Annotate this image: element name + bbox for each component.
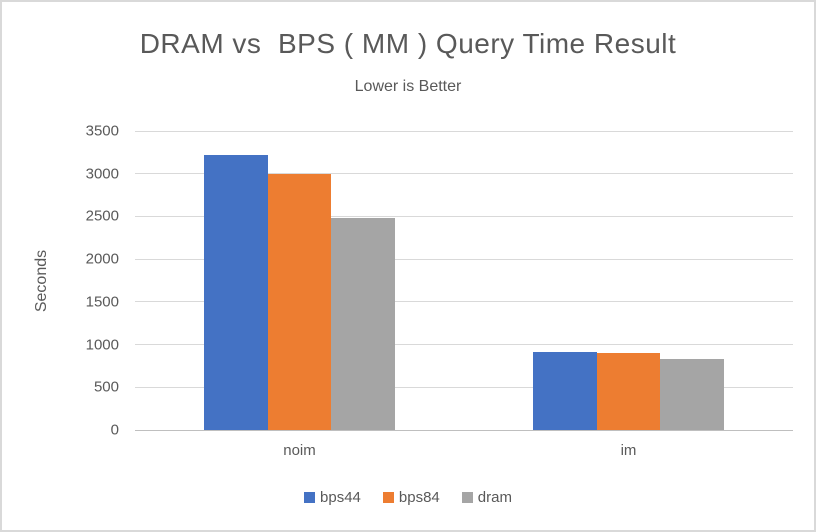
bar-bps84-im (596, 352, 661, 430)
legend-label: bps84 (398, 489, 440, 506)
legend-swatch-icon (304, 492, 316, 503)
gridline (135, 301, 793, 303)
legend-swatch-icon (461, 492, 473, 503)
legend-item-dram: dram (461, 489, 512, 506)
x-axis-line (135, 429, 793, 431)
y-tick-label: 1500 (85, 293, 119, 311)
y-axis-title: Seconds (32, 131, 52, 430)
legend: bps44 bps84 dram (2, 489, 814, 506)
y-tick-label: 500 (93, 378, 119, 396)
gridline (135, 386, 793, 388)
bar-bps84-noim (267, 173, 332, 430)
x-category-label: im (620, 442, 637, 459)
legend-label: dram (477, 489, 512, 506)
y-tick-label: 3500 (85, 122, 119, 140)
legend-item-bps84: bps84 (382, 489, 440, 506)
y-tick-label: 1000 (85, 336, 119, 354)
gridline (135, 173, 793, 175)
y-tick-label: 2000 (85, 250, 119, 268)
y-tick-label: 2500 (85, 207, 119, 225)
bar-bps44-im (533, 351, 597, 430)
x-category-label: noim (283, 442, 316, 459)
bar-dram-noim (331, 218, 395, 430)
legend-label: bps44 (320, 489, 361, 506)
gridline (135, 258, 793, 260)
legend-swatch-icon (382, 492, 394, 503)
y-tick-label: 0 (110, 421, 119, 439)
y-axis-title-text: Seconds (33, 249, 51, 312)
bar-bps44-noim (204, 154, 268, 430)
legend-item-bps44: bps44 (304, 489, 361, 506)
plot-area: 0 500 1000 1500 2000 2500 3000 3500 noim im (86, 123, 793, 459)
bar-dram-im (660, 358, 724, 430)
gridline (135, 344, 793, 346)
gridline (135, 215, 793, 217)
gridline (135, 130, 793, 132)
y-tick-label: 3000 (85, 165, 119, 183)
chart-title: DRAM vs BPS ( MM ) Query Time Result (139, 28, 677, 59)
chart-subtitle: Lower is Better (354, 78, 462, 95)
